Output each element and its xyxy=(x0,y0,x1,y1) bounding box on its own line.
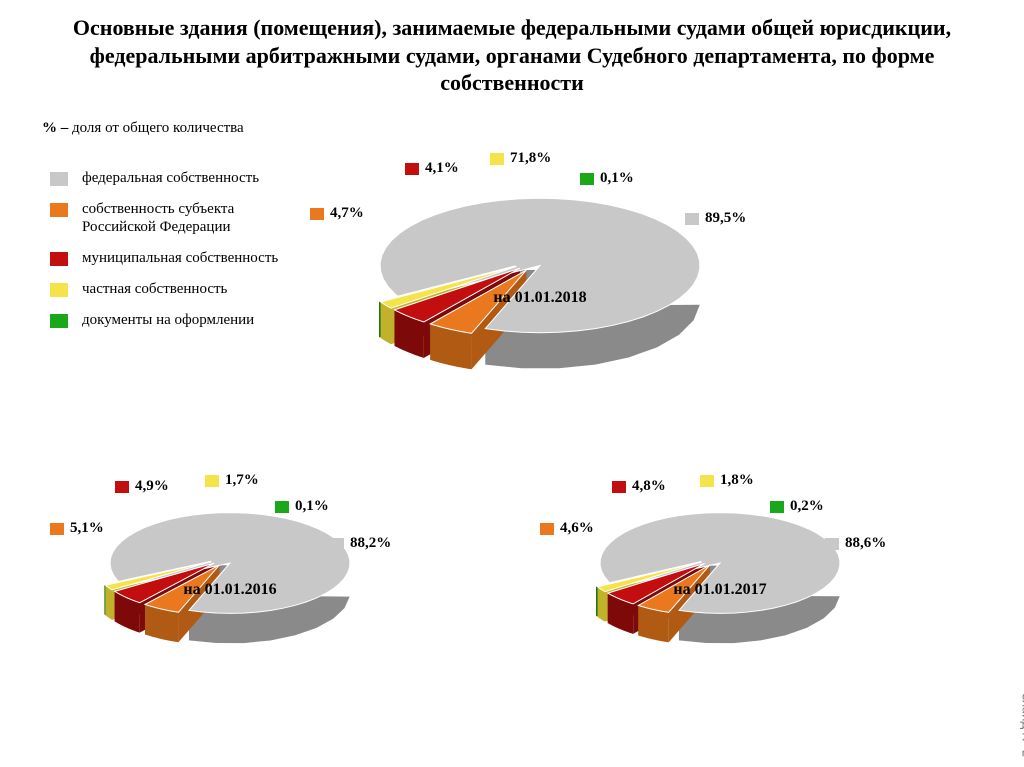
subtitle: % – доля от общего количества xyxy=(42,120,244,137)
callout-left-subject: 5,1% xyxy=(50,520,104,537)
legend-swatch-private xyxy=(50,283,68,297)
callout-text-left-subject: 5,1% xyxy=(70,520,104,536)
callout-text-main-federal: 89,5% xyxy=(705,210,746,226)
callout-swatch-right-municipal xyxy=(612,481,626,493)
legend-item-municipal: муниципальная собственность xyxy=(50,250,282,267)
callout-swatch-right-pending xyxy=(770,501,784,513)
callout-swatch-main-municipal xyxy=(405,163,419,175)
pie-svg-main xyxy=(300,135,780,425)
subtitle-text: доля от общего количества xyxy=(72,120,244,136)
callout-swatch-left-federal xyxy=(330,538,344,550)
callout-text-right-federal: 88,6% xyxy=(845,535,886,551)
pie-caption-left: на 01.01.2016 xyxy=(40,581,420,599)
legend-item-private: частная собственность xyxy=(50,281,282,298)
slide-number: Слайд № 2 xyxy=(1018,693,1024,757)
callout-text-right-municipal: 4,8% xyxy=(632,478,666,494)
legend-swatch-federal xyxy=(50,172,68,186)
callout-text-main-private: 71,8% xyxy=(510,150,551,166)
callout-text-left-municipal: 4,9% xyxy=(135,478,169,494)
callout-text-main-pending: 0,1% xyxy=(600,170,634,186)
callout-swatch-main-federal xyxy=(685,213,699,225)
callout-main-pending: 0,1% xyxy=(580,170,634,187)
pie-svg-right xyxy=(530,455,910,695)
pie-caption-right: на 01.01.2017 xyxy=(530,581,910,599)
callout-left-federal: 88,2% xyxy=(330,535,391,552)
legend-item-federal: федеральная собственность xyxy=(50,170,282,187)
legend-label-private: частная собственность xyxy=(82,281,227,298)
legend-swatch-municipal xyxy=(50,252,68,266)
callout-main-private: 71,8% xyxy=(490,150,551,167)
callout-swatch-main-private xyxy=(490,153,504,165)
callout-swatch-left-pending xyxy=(275,501,289,513)
pie-caption-main: на 01.01.2018 xyxy=(300,289,780,307)
callout-right-subject: 4,6% xyxy=(540,520,594,537)
callout-swatch-left-subject xyxy=(50,523,64,535)
callout-text-right-pending: 0,2% xyxy=(790,498,824,514)
callout-text-left-federal: 88,2% xyxy=(350,535,391,551)
callout-swatch-left-municipal xyxy=(115,481,129,493)
legend-item-pending: документы на оформлении xyxy=(50,312,282,329)
legend-label-pending: документы на оформлении xyxy=(82,312,254,329)
subtitle-prefix: % – xyxy=(42,120,72,136)
legend-swatch-subject xyxy=(50,203,68,217)
callout-main-municipal: 4,1% xyxy=(405,160,459,177)
legend-label-municipal: муниципальная собственность xyxy=(82,250,278,267)
callout-left-municipal: 4,9% xyxy=(115,478,169,495)
callout-swatch-main-subject xyxy=(310,208,324,220)
callout-swatch-right-subject xyxy=(540,523,554,535)
callout-right-federal: 88,6% xyxy=(825,535,886,552)
legend-swatch-pending xyxy=(50,314,68,328)
legend-item-subject: собственность субъекта Российской Федера… xyxy=(50,201,282,236)
callout-text-right-subject: 4,6% xyxy=(560,520,594,536)
legend-label-subject: собственность субъекта Российской Федера… xyxy=(82,201,282,236)
callout-right-private: 1,8% xyxy=(700,472,754,489)
callout-text-left-pending: 0,1% xyxy=(295,498,329,514)
callout-right-pending: 0,2% xyxy=(770,498,824,515)
callout-text-main-municipal: 4,1% xyxy=(425,160,459,176)
callout-right-municipal: 4,8% xyxy=(612,478,666,495)
callout-swatch-left-private xyxy=(205,475,219,487)
pie-chart-main: на 01.01.2018 xyxy=(300,135,780,425)
callout-swatch-right-private xyxy=(700,475,714,487)
callout-text-left-private: 1,7% xyxy=(225,472,259,488)
pie-svg-left xyxy=(40,455,420,695)
callout-left-private: 1,7% xyxy=(205,472,259,489)
callout-main-subject: 4,7% xyxy=(310,205,364,222)
pie-chart-right: на 01.01.2017 xyxy=(530,455,910,695)
callout-swatch-right-federal xyxy=(825,538,839,550)
callout-swatch-main-pending xyxy=(580,173,594,185)
callout-text-main-subject: 4,7% xyxy=(330,205,364,221)
callout-main-federal: 89,5% xyxy=(685,210,746,227)
legend: федеральная собственность собственность с… xyxy=(50,170,282,344)
callout-text-right-private: 1,8% xyxy=(720,472,754,488)
page-title: Основные здания (помещения), занимаемые … xyxy=(0,0,1024,105)
callout-left-pending: 0,1% xyxy=(275,498,329,515)
legend-label-federal: федеральная собственность xyxy=(82,170,259,187)
pie-chart-left: на 01.01.2016 xyxy=(40,455,420,695)
